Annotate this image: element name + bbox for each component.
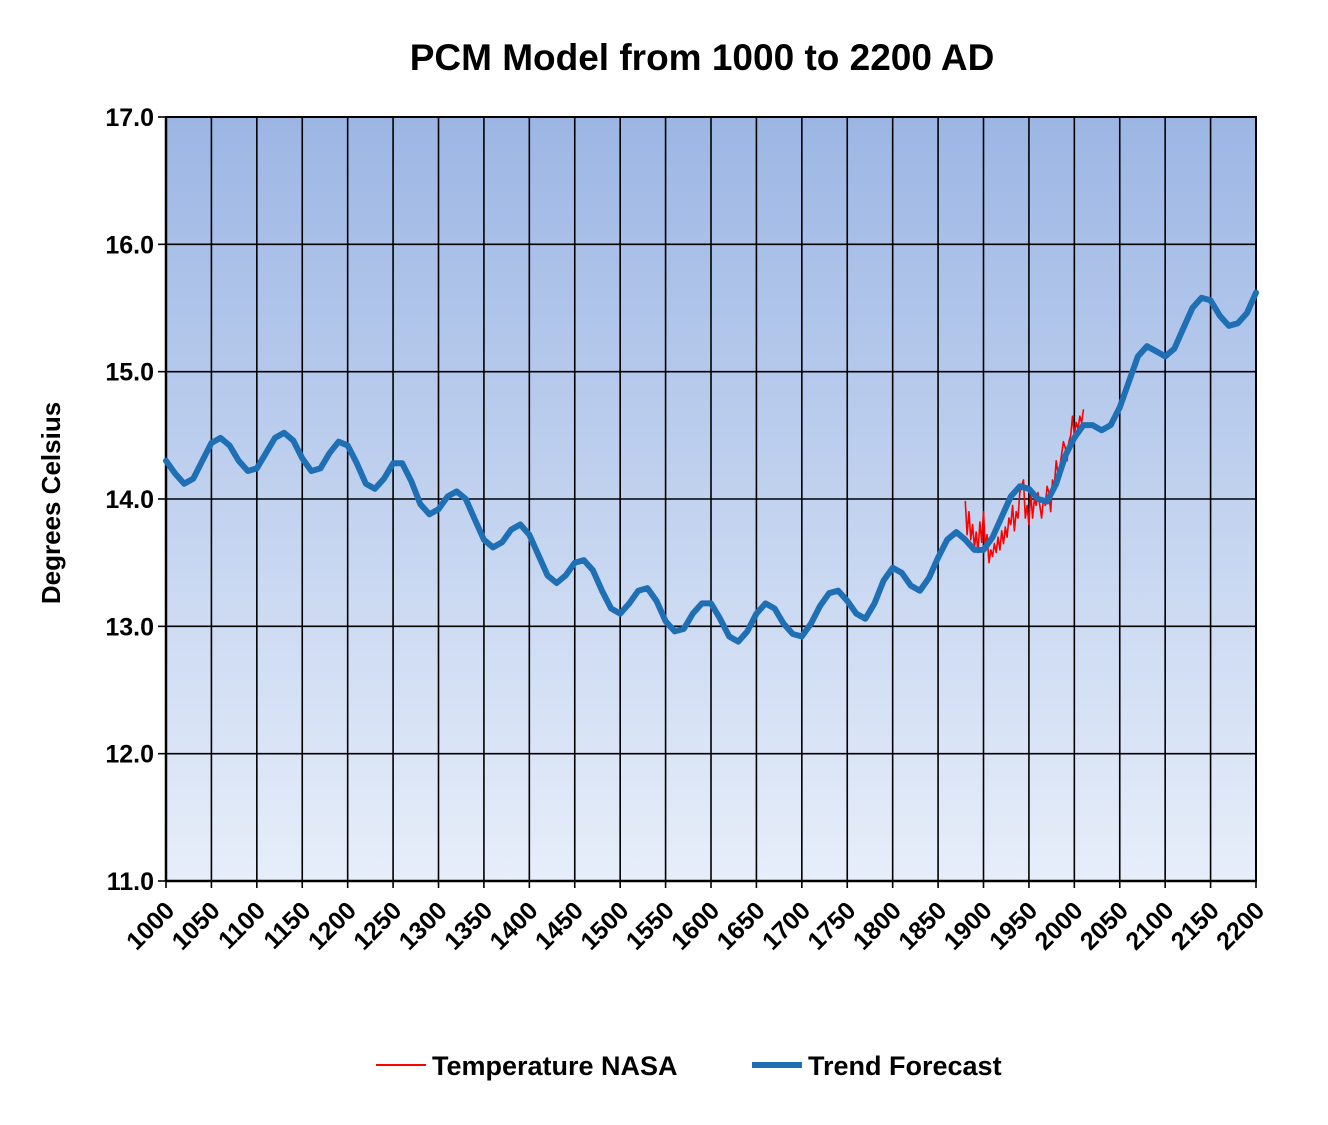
legend-label: Temperature NASA — [432, 1051, 678, 1081]
x-tick-label: 1350 — [439, 896, 498, 955]
x-tick-label: 1200 — [303, 896, 362, 955]
x-tick-label: 1550 — [621, 896, 680, 955]
x-tick-label: 1800 — [848, 896, 907, 955]
y-tick-label: 13.0 — [105, 613, 154, 641]
chart-title: PCM Model from 1000 to 2200 AD — [410, 37, 995, 78]
x-tick-label: 1650 — [712, 896, 771, 955]
y-tick-label: 11.0 — [107, 868, 154, 896]
y-axis-label: Degrees Celsius — [36, 402, 66, 604]
y-tick-label: 16.0 — [105, 231, 154, 259]
x-tick-label: 1950 — [984, 896, 1043, 955]
legend: Temperature NASA Trend Forecast — [376, 1051, 1002, 1081]
series-line-temperature-nasa — [964, 409, 1085, 564]
x-tick-label: 2100 — [1120, 896, 1179, 955]
x-tick-label: 1450 — [530, 896, 589, 955]
y-tick-label: 12.0 — [105, 741, 154, 769]
x-tick-label: 1750 — [802, 896, 861, 955]
y-tick-label: 17.0 — [105, 104, 154, 132]
x-tick-label: 1850 — [893, 896, 952, 955]
series-line-trend-forecast — [163, 289, 1259, 645]
x-tick-label: 1400 — [484, 896, 543, 955]
x-tick-label: 1300 — [394, 896, 453, 955]
x-tick-label: 1100 — [213, 896, 271, 954]
x-tick-label: 1700 — [757, 896, 816, 955]
x-tick-label: 1600 — [666, 896, 725, 955]
legend-label: Trend Forecast — [808, 1051, 1002, 1081]
x-tick-label: 1000 — [121, 896, 180, 955]
y-tick-label: 15.0 — [105, 359, 154, 387]
x-axis: 1000105011001150120012501300135014001450… — [121, 879, 1270, 956]
x-tick-label: 1500 — [575, 896, 634, 955]
x-tick-label: 2200 — [1211, 896, 1270, 955]
y-tick-label: 14.0 — [105, 486, 154, 514]
x-tick-label: 1250 — [348, 896, 407, 955]
x-tick-label: 2150 — [1166, 896, 1225, 955]
x-tick-label: 1050 — [167, 896, 226, 955]
y-axis: 11.0 12.0 13.0 14.0 15.0 16.0 17.0 — [105, 104, 168, 896]
x-tick-label: 2050 — [1075, 896, 1134, 955]
x-tick-label: 2000 — [1029, 896, 1088, 955]
x-tick-label: 1900 — [939, 896, 998, 955]
x-tick-label: 1150 — [258, 896, 316, 954]
series-layer — [163, 289, 1259, 645]
